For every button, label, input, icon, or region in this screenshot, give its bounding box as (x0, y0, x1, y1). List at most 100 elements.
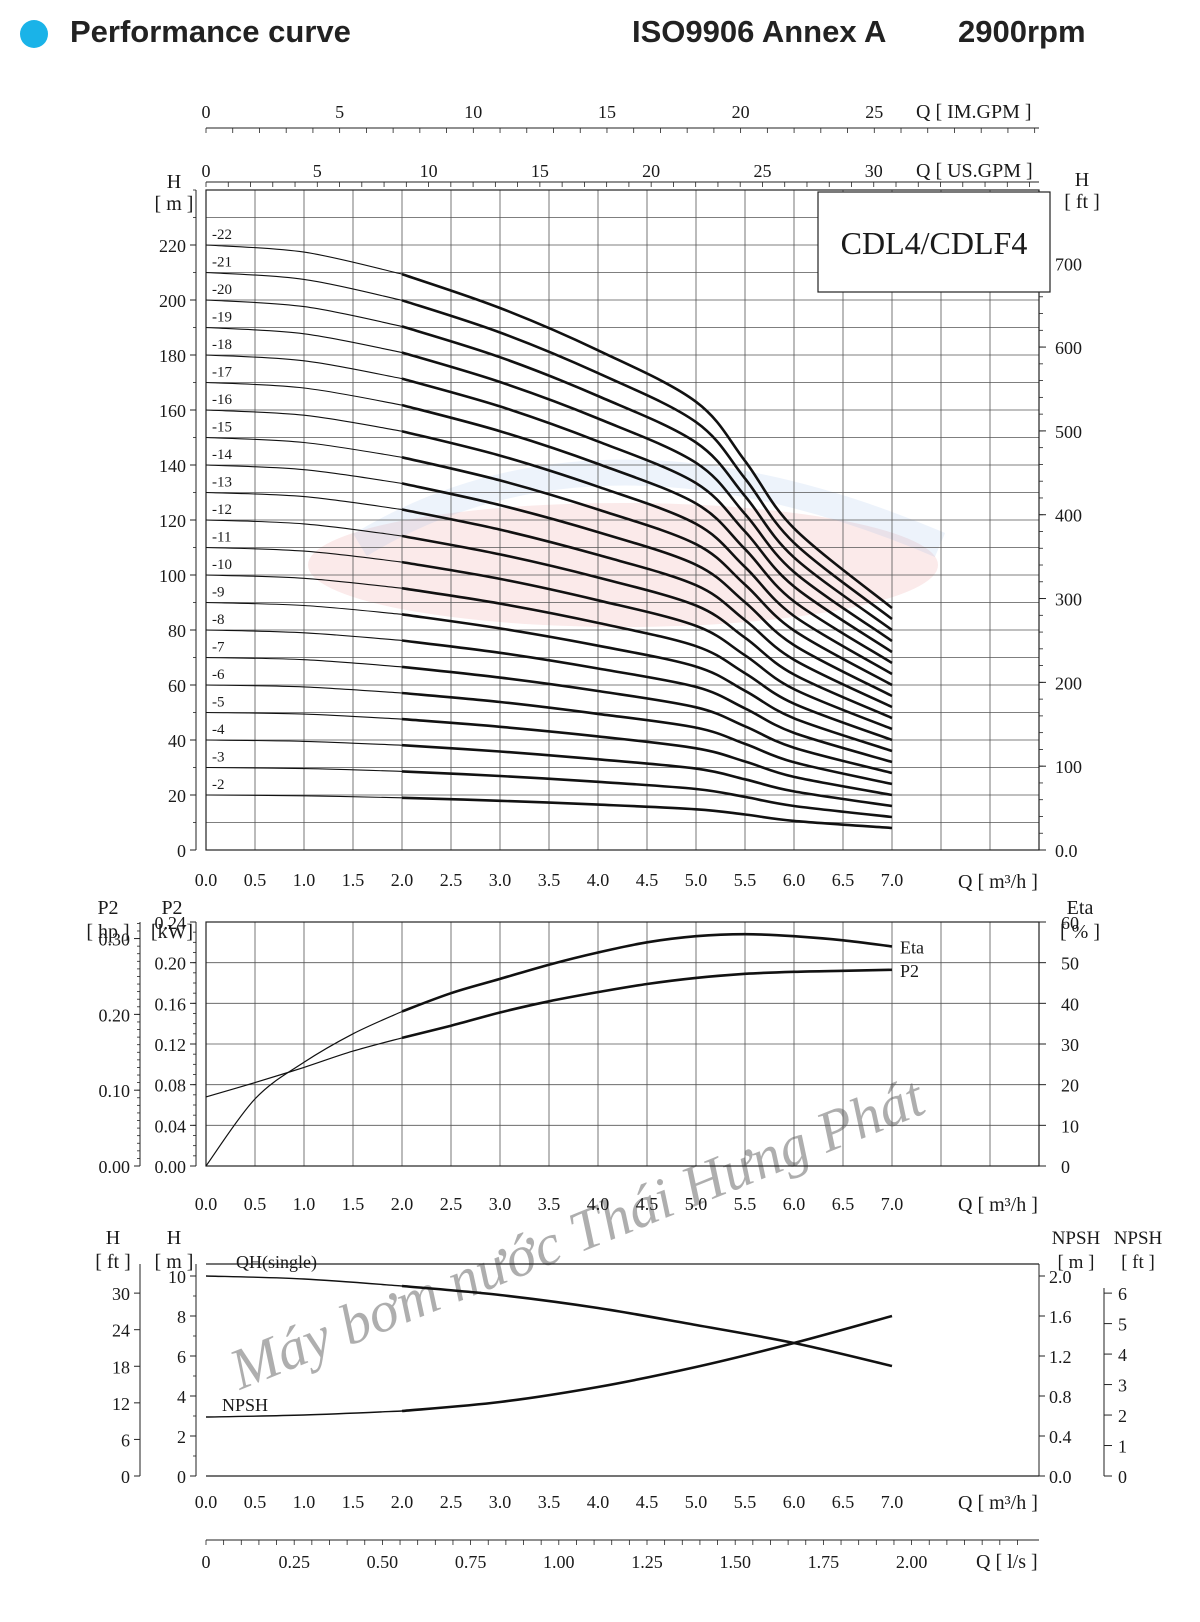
p2-kw-label-unit: [kW] (151, 921, 193, 943)
npsh-ft-tick-label: 0 (1118, 1467, 1127, 1487)
speed-label: 2900rpm (958, 14, 1086, 49)
eta-tick-label: 40 (1061, 994, 1079, 1014)
head-ytick-right-label: 500 (1055, 422, 1082, 442)
eta-tick-label: 0 (1061, 1157, 1070, 1177)
npsh-ft-tick-label: 6 (1118, 1284, 1127, 1304)
npsh-ft-label-unit: [ ft ] (1121, 1252, 1155, 1273)
us-gpm-axis: 0 5 10 15 20 25 30 (202, 161, 1039, 187)
head-curve-14 (401, 482, 893, 698)
curve-npsh (401, 1314, 893, 1413)
im-gpm-label: Q [ IM.GPM ] (916, 101, 1032, 123)
head-curve-20-low (205, 299, 403, 327)
npsh-axis-npsh-m: 0.0 0.4 0.8 1.2 1.6 2.0 (1038, 1264, 1072, 1487)
q-tick-label: 1.0 (293, 1194, 316, 1214)
head-curve-7-low (205, 656, 403, 668)
q-tick-label: 6.5 (832, 1194, 855, 1214)
head-axis-left: 0 20 40 60 80 100 120 140 160 180 200 220 (159, 189, 197, 861)
h-ft-tick-label: 12 (112, 1394, 130, 1414)
q-tick-label: 4.0 (587, 870, 610, 890)
q-tick-label: 1.5 (342, 1194, 365, 1214)
page-title: Performance curve (70, 14, 351, 49)
kw-tick-label: 0.12 (155, 1035, 187, 1055)
head-ytick-label: 160 (159, 401, 186, 421)
h-ft-label-name: H (106, 1227, 120, 1249)
head-curve-label: -15 (212, 420, 232, 436)
curve-label: Eta (900, 937, 924, 957)
q-tick-label: 5.5 (734, 870, 757, 890)
eta-axis: 0 10 20 30 40 50 60 (1038, 913, 1079, 1177)
npsh-ft-tick-label: 1 (1118, 1437, 1127, 1457)
q-tick-label: 4.5 (636, 870, 659, 890)
q-tick-label: 4.5 (636, 1492, 659, 1512)
model-label: CDL4/CDLF4 (841, 225, 1028, 261)
npsh-m-tick-label: 0.4 (1049, 1427, 1072, 1447)
h-ft-label-unit: [ ft ] (95, 1251, 131, 1273)
head-curve-label: -12 (212, 502, 232, 518)
npsh-ft-label-name: NPSH (1114, 1228, 1163, 1249)
head-ytick-label: 140 (159, 456, 186, 476)
us-gpm-tick-label: 0 (202, 161, 211, 181)
head-ytick-label: 60 (168, 676, 186, 696)
head-curve-21 (401, 299, 893, 621)
npsh-m-tick-label: 0.8 (1049, 1387, 1072, 1407)
kw-tick-label: 0.20 (155, 954, 187, 974)
head-ylabel-right-name: H (1075, 169, 1089, 191)
h-ft-tick-label: 18 (112, 1357, 130, 1377)
npsh-ft-tick-label: 2 (1118, 1406, 1127, 1426)
head-curve-label: -2 (212, 777, 225, 793)
head-curve-3 (401, 770, 893, 819)
q-tick-label: 5.0 (685, 870, 708, 890)
head-curve-4 (401, 743, 893, 808)
q-tick-label: 5.5 (734, 1194, 757, 1214)
head-curve-label: -4 (212, 722, 225, 738)
head-ytick-label: 100 (159, 566, 186, 586)
curve-label: NPSH (222, 1395, 268, 1415)
q-tick-label: 6.5 (832, 1492, 855, 1512)
q-tick-label: 2.5 (440, 1194, 463, 1214)
q-tick-label: 1.0 (293, 1492, 316, 1512)
hp-tick-label: 0.00 (99, 1157, 131, 1177)
head-curve-label: -10 (212, 557, 232, 573)
q-tick-label: 2.0 (391, 870, 414, 890)
head-curve-13-low (205, 491, 403, 511)
ls-tick-label: 0 (202, 1552, 211, 1572)
head-curve-label: -11 (212, 530, 231, 546)
curve-eta (401, 932, 893, 1013)
head-curve-11 (401, 560, 893, 731)
q-tick-label: 5.0 (685, 1492, 708, 1512)
head-curve-22-low (205, 244, 403, 275)
head-curve-3-low (205, 766, 403, 772)
head-curve-label: -18 (212, 337, 232, 353)
hp-tick-label: 0.30 (99, 930, 131, 950)
head-ylabel-unit: [ m ] (155, 193, 194, 215)
head-curve-22 (401, 272, 893, 610)
h-ft-tick-label: 0 (121, 1467, 130, 1487)
head-curve-5 (401, 717, 893, 797)
head-ytick-label: 220 (159, 236, 186, 256)
kw-tick-label: 0.00 (155, 1157, 187, 1177)
q-tick-label: 3.0 (489, 1492, 512, 1512)
head-ytick-label: 20 (168, 786, 186, 806)
q-tick-label: 6.0 (783, 1492, 806, 1512)
q-tick-label: 0.0 (195, 1492, 218, 1512)
q-tick-label: 6.5 (832, 870, 855, 890)
curve-p2 (401, 968, 893, 1040)
q-tick-label: 3.0 (489, 870, 512, 890)
q-tick-label: 0.5 (244, 1194, 267, 1214)
head-ylabel-name: H (167, 171, 181, 193)
q-tick-label: 1.5 (342, 1492, 365, 1512)
curve-p2-low (205, 1037, 403, 1098)
eta-tick-label: 50 (1061, 954, 1079, 974)
kw-tick-label: 0.08 (155, 1076, 187, 1096)
head-curves (205, 244, 893, 830)
h-m-tick-label: 4 (177, 1387, 186, 1407)
npsh-chart-frame (206, 1263, 1039, 1477)
im-gpm-tick-label: 5 (335, 102, 344, 122)
head-axis-right: 0.0 100 200 300 400 500 600 700 (1038, 190, 1082, 861)
head-curve-6 (401, 691, 893, 786)
q-tick-label: 4.0 (587, 1492, 610, 1512)
power-axis-bottom: 0.0 0.5 1.0 1.5 2.0 2.5 3.0 3.5 4.0 4.5 5.0 5.5 6.0 6… (195, 1194, 904, 1214)
im-gpm-tick-label: 20 (732, 102, 750, 122)
eta-label-unit: [ % ] (1060, 921, 1100, 943)
p2-hp-label-unit: [ hp ] (86, 921, 129, 943)
